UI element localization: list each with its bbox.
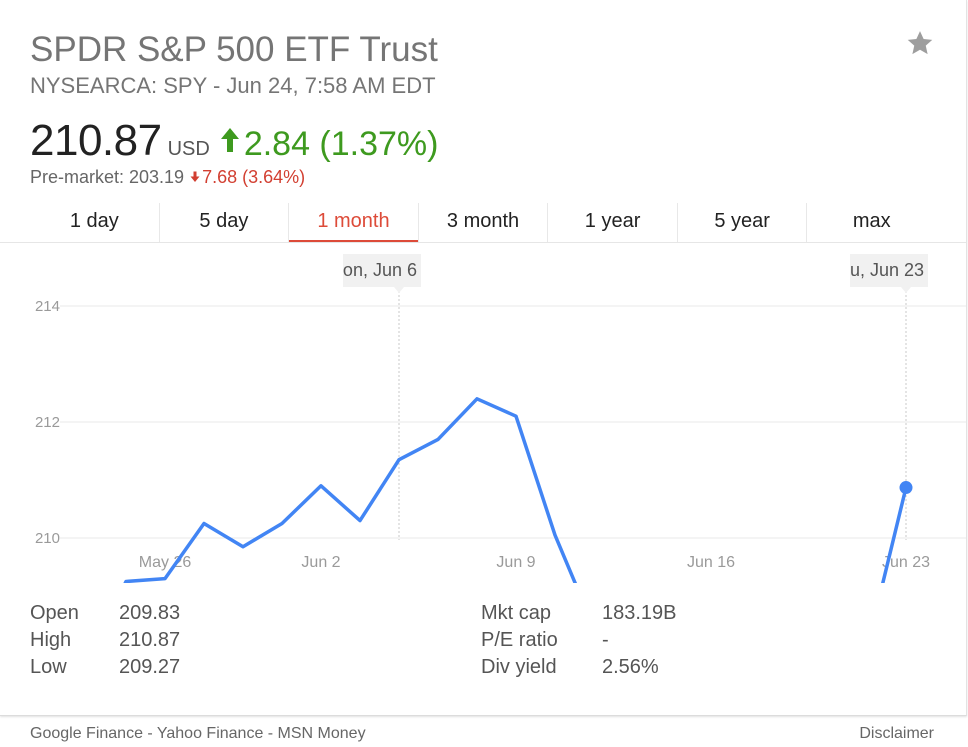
stat-row: P/E ratio - [481,627,677,654]
tab-1-year[interactable]: 1 year [548,203,678,243]
tabs-divider [0,242,966,243]
y-tick-label: 210 [35,530,60,547]
exchange-ticker-timestamp: NYSEARCA: SPY - Jun 24, 7:58 AM EDT [30,73,436,98]
tab-3-month[interactable]: 3 month [419,203,549,243]
stats-right: Mkt cap 183.19B P/E ratio - Div yield 2.56% [481,600,677,681]
currency-label: USD [167,138,210,160]
y-tick-label: 214 [35,298,60,315]
page-title: SPDR S&P 500 ETF Trust [30,30,438,69]
arrow-down-icon [190,171,200,182]
tooltip-date: Thu, Jun 23 [829,260,924,280]
x-tick-label: Jun 23 [882,554,930,571]
stat-row: Mkt cap 183.19B [481,600,677,627]
current-price-marker [899,481,913,495]
stat-low-value: 209.27 [119,656,181,678]
price-line [123,397,908,583]
stat-low-label: Low [30,656,67,678]
finance-card: SPDR S&P 500 ETF Trust NYSEARCA: SPY - J… [0,0,967,716]
tooltip-box [850,254,928,287]
stat-row: Open 209.83 [30,600,180,627]
stat-high-label: High [30,629,72,651]
chart-x-axis: May 26 Jun 2 Jun 9 Jun 16 Jun 23 [139,554,930,571]
star-icon[interactable] [905,28,935,58]
price-change-value: 2.84 (1.37%) [243,125,439,163]
footer-sources[interactable]: Google Finance - Yahoo Finance - MSN Mon… [30,725,366,742]
stat-mkt-cap-value: 183.19B [602,602,677,624]
stat-div-yield-label: Div yield [481,656,557,678]
tab-1-day[interactable]: 1 day [30,203,160,243]
stats-left: Open 209.83 High 210.87 Low 209.27 [30,600,180,681]
chart-cursors: Mon, Jun 6 Thu, Jun 23 [328,254,928,540]
premarket-change: 7.68 (3.64%) [190,167,305,187]
tab-5-year[interactable]: 5 year [678,203,808,243]
chart-grid: 214212210208206 [35,298,966,547]
tab-max[interactable]: max [852,210,891,232]
tooltip-pointer [901,287,911,293]
tooltip-box [343,254,421,287]
chart-series [123,397,913,583]
stat-high-value: 210.87 [119,629,181,651]
tab-5-day[interactable]: 5 day [160,203,290,243]
stat-row: High 210.87 [30,627,180,654]
stat-pe-ratio-value: - [602,629,609,651]
premarket-label: Pre-market: 203.19 [30,167,185,187]
tooltip-pointer [394,287,404,293]
premarket-change-value: 7.68 (3.64%) [202,167,306,187]
stat-open-value: 209.83 [119,602,181,624]
x-tick-label: May 26 [139,554,192,571]
disclaimer-link[interactable]: Disclaimer [859,725,934,742]
current-price: 210.87 [30,116,162,165]
price-row: 210.87 USD 2.84 (1.37%) [30,116,438,166]
range-tabs: 1 day 5 day 1 month 3 month 1 year 5 yea… [30,203,936,243]
arrow-up-icon [220,128,239,152]
stat-mkt-cap-label: Mkt cap [481,602,552,624]
premarket-row: Pre-market: 203.19 7.68 (3.64%) [30,167,305,188]
stat-pe-ratio-label: P/E ratio [481,629,558,651]
stat-div-yield-value: 2.56% [602,656,659,678]
x-tick-label: Jun 16 [687,554,735,571]
stat-row: Low 209.27 [30,654,180,681]
y-tick-label: 212 [35,414,60,431]
stat-row: Div yield 2.56% [481,654,677,681]
tooltip-date: Mon, Jun 6 [328,260,417,280]
x-tick-label: Jun 2 [301,554,340,571]
x-tick-label: Jun 9 [496,554,535,571]
tab-1-month[interactable]: 1 month [289,203,419,243]
stat-open-label: Open [30,602,79,624]
price-change: 2.84 (1.37%) [220,125,439,163]
